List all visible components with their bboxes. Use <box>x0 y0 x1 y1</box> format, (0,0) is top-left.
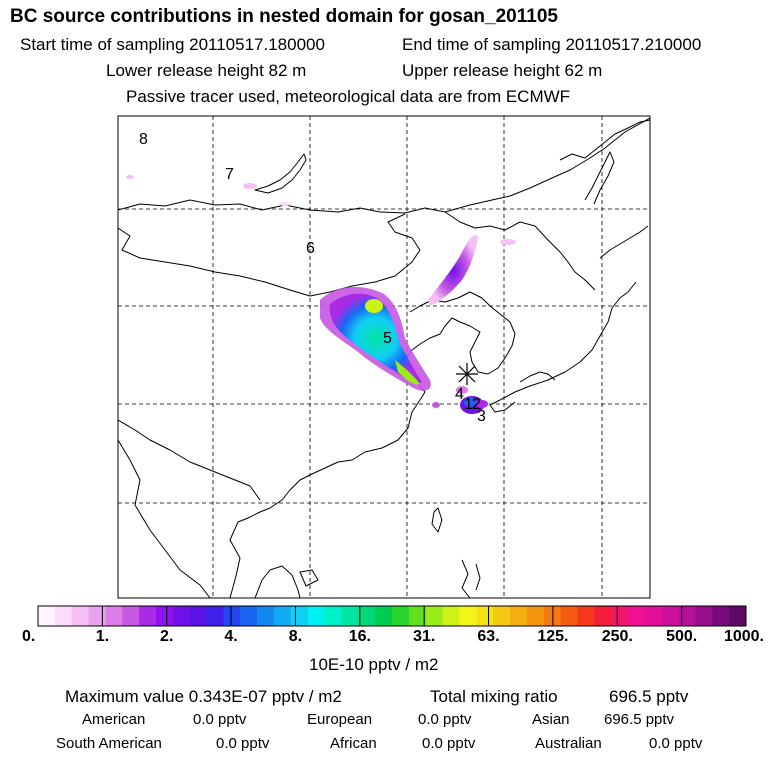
european-value: 0.0 pptv <box>418 711 472 728</box>
colorbar-swatch <box>408 606 427 626</box>
colorbar-tick-label: 31. <box>413 628 436 645</box>
colorbar-swatch <box>274 606 292 626</box>
colorbar-swatch <box>628 606 646 626</box>
colorbar-swatch <box>459 606 477 626</box>
contribution-field <box>126 175 516 414</box>
asian-label: Asian <box>532 711 570 728</box>
maximum-value: Maximum value 0.343E-07 pptv / m2 <box>65 687 342 706</box>
colorbar-swatch <box>307 606 325 626</box>
receptor-marker <box>456 363 478 385</box>
colorbar-swatch <box>695 606 713 626</box>
colorbar-swatch <box>105 606 123 626</box>
upper-release-height: Upper release height 62 m <box>402 61 603 80</box>
colorbar-swatch <box>71 606 89 626</box>
asian-value: 696.5 pptv <box>604 711 675 728</box>
region-label-4: 4 <box>455 386 464 403</box>
colorbar-tick-label: 16. <box>348 628 371 645</box>
colorbar-swatch <box>678 606 696 626</box>
colorbar-units: 10E-10 pptv / m2 <box>309 655 439 674</box>
colorbar-swatch <box>594 606 612 626</box>
region-label-3: 3 <box>477 408 486 425</box>
colorbar-swatch <box>442 606 460 626</box>
colorbar-swatch <box>577 606 595 626</box>
colorbar-swatch <box>206 606 224 626</box>
colorbar-swatch <box>661 606 679 626</box>
colorbar-tick-label: 500. <box>666 628 698 645</box>
colorbar-outline <box>37 605 747 627</box>
african-label: African <box>330 735 377 752</box>
region-label-1: 1 <box>464 396 473 413</box>
european-label: European <box>307 711 373 728</box>
south-american-value: 0.0 pptv <box>216 735 270 752</box>
colorbar-tick-label: 1. <box>95 628 110 645</box>
coastlines <box>118 117 650 598</box>
map-frame <box>117 115 651 599</box>
colorbar-tick-label: 1000. <box>723 628 764 645</box>
colorbar <box>37 605 747 627</box>
american-label: American <box>82 711 146 728</box>
colorbar-swatch <box>392 606 410 626</box>
south-american-label: South American <box>56 735 162 752</box>
colorbar-tick-label: 125. <box>537 628 569 645</box>
colorbar-swatch <box>510 606 528 626</box>
colorbar-swatch <box>257 606 275 626</box>
colorbar-swatch <box>38 606 56 626</box>
colorbar-swatch <box>88 606 106 626</box>
colorbar-swatch <box>560 606 578 626</box>
region-label-7: 7 <box>225 166 234 183</box>
colorbar-swatch <box>712 606 730 626</box>
australian-label: Australian <box>535 735 602 752</box>
colorbar-swatch <box>122 606 140 626</box>
end-time: End time of sampling 20110517.210000 <box>402 35 702 54</box>
colorbar-tick-label: 63. <box>477 628 500 645</box>
colorbar-swatch <box>324 606 342 626</box>
colorbar-swatch <box>189 606 207 626</box>
region-label-5: 5 <box>383 330 392 347</box>
colorbar-tick-label: 8. <box>288 628 303 645</box>
colorbar-swatch <box>172 606 191 626</box>
colorbar-swatch <box>54 606 73 626</box>
total-mixing-label: Total mixing ratio <box>430 687 558 706</box>
region-label-8: 8 <box>139 131 148 148</box>
american-value: 0.0 pptv <box>193 711 247 728</box>
colorbar-swatch <box>729 606 747 626</box>
colorbar-swatch <box>526 606 545 626</box>
colorbar-swatch <box>476 606 494 626</box>
colorbar-swatch <box>425 606 443 626</box>
colorbar-swatch <box>543 606 561 626</box>
region-label-2: 2 <box>472 396 481 413</box>
colorbar-swatch <box>223 606 241 626</box>
colorbar-swatch <box>644 606 663 626</box>
african-value: 0.0 pptv <box>422 735 476 752</box>
colorbar-tick-label: 250. <box>601 628 633 645</box>
start-time: Start time of sampling 20110517.180000 <box>20 35 325 54</box>
colorbar-swatch <box>375 606 393 626</box>
colorbar-swatch <box>156 606 174 626</box>
colorbar-swatch <box>290 606 309 626</box>
total-mixing-value: 696.5 pptv <box>609 687 689 706</box>
colorbar-tick-label: 4. <box>224 628 238 645</box>
colorbar-swatch <box>240 606 258 626</box>
colorbar-swatch <box>611 606 629 626</box>
colorbar-swatch <box>341 606 359 626</box>
plot-title: BC source contributions in nested domain… <box>10 6 558 27</box>
colorbar-swatch <box>139 606 157 626</box>
colorbar-swatch <box>358 606 376 626</box>
region-label-6: 6 <box>306 240 315 257</box>
lower-release-height: Lower release height 82 m <box>106 61 307 80</box>
colorbar-tick-label: 0. <box>22 628 36 645</box>
colorbar-tick-label: 2. <box>160 628 174 645</box>
colorbar-swatch <box>493 606 511 626</box>
australian-value: 0.0 pptv <box>649 735 703 752</box>
tracer-note: Passive tracer used, meteorological data… <box>126 87 571 106</box>
